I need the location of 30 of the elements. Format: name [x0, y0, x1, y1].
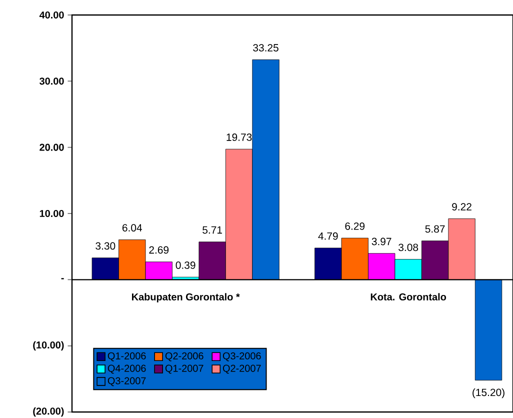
data-label: 3.30	[96, 242, 116, 250]
data-label: 5.71	[202, 226, 222, 234]
y-tick-label: 20.00	[40, 144, 64, 151]
data-label: 5.87	[425, 225, 445, 233]
y-tick-label: (20.00)	[33, 407, 64, 417]
data-label: (15.20)	[472, 388, 504, 398]
y-tick-label: 40.00	[39, 11, 64, 19]
x-tick-label: Kabupaten Gorontalo *	[132, 293, 240, 302]
legend-label: Q2-2007	[222, 364, 261, 374]
y-tick-label: -	[61, 278, 64, 280]
data-label: 6.04	[122, 224, 142, 232]
data-label: 6.29	[345, 222, 365, 230]
data-label: 19.73	[226, 134, 252, 141]
data-label: 0.39	[176, 261, 196, 269]
data-label: 33.25	[253, 44, 278, 52]
data-label: 3.97	[372, 238, 392, 246]
legend-label: Q1-2007	[165, 364, 204, 374]
legend-label: Q2-2006	[165, 352, 204, 362]
y-tick-label: (10.00)	[33, 341, 64, 350]
data-label: 3.08	[398, 244, 418, 252]
legend-label: Q3-2006	[222, 352, 261, 362]
data-label: 9.22	[452, 203, 472, 210]
legend-label: Q1-2006	[108, 352, 146, 362]
legend-label: Q3-2007	[108, 377, 146, 386]
x-tick-label: Kota. Gorontalo	[370, 293, 446, 300]
legend-label: Q4-2006	[108, 364, 146, 374]
data-label: 4.79	[318, 232, 338, 240]
y-tick-label: 30.00	[40, 78, 64, 85]
data-label: 2.69	[149, 246, 169, 254]
y-tick-label: 10.00	[40, 210, 64, 218]
